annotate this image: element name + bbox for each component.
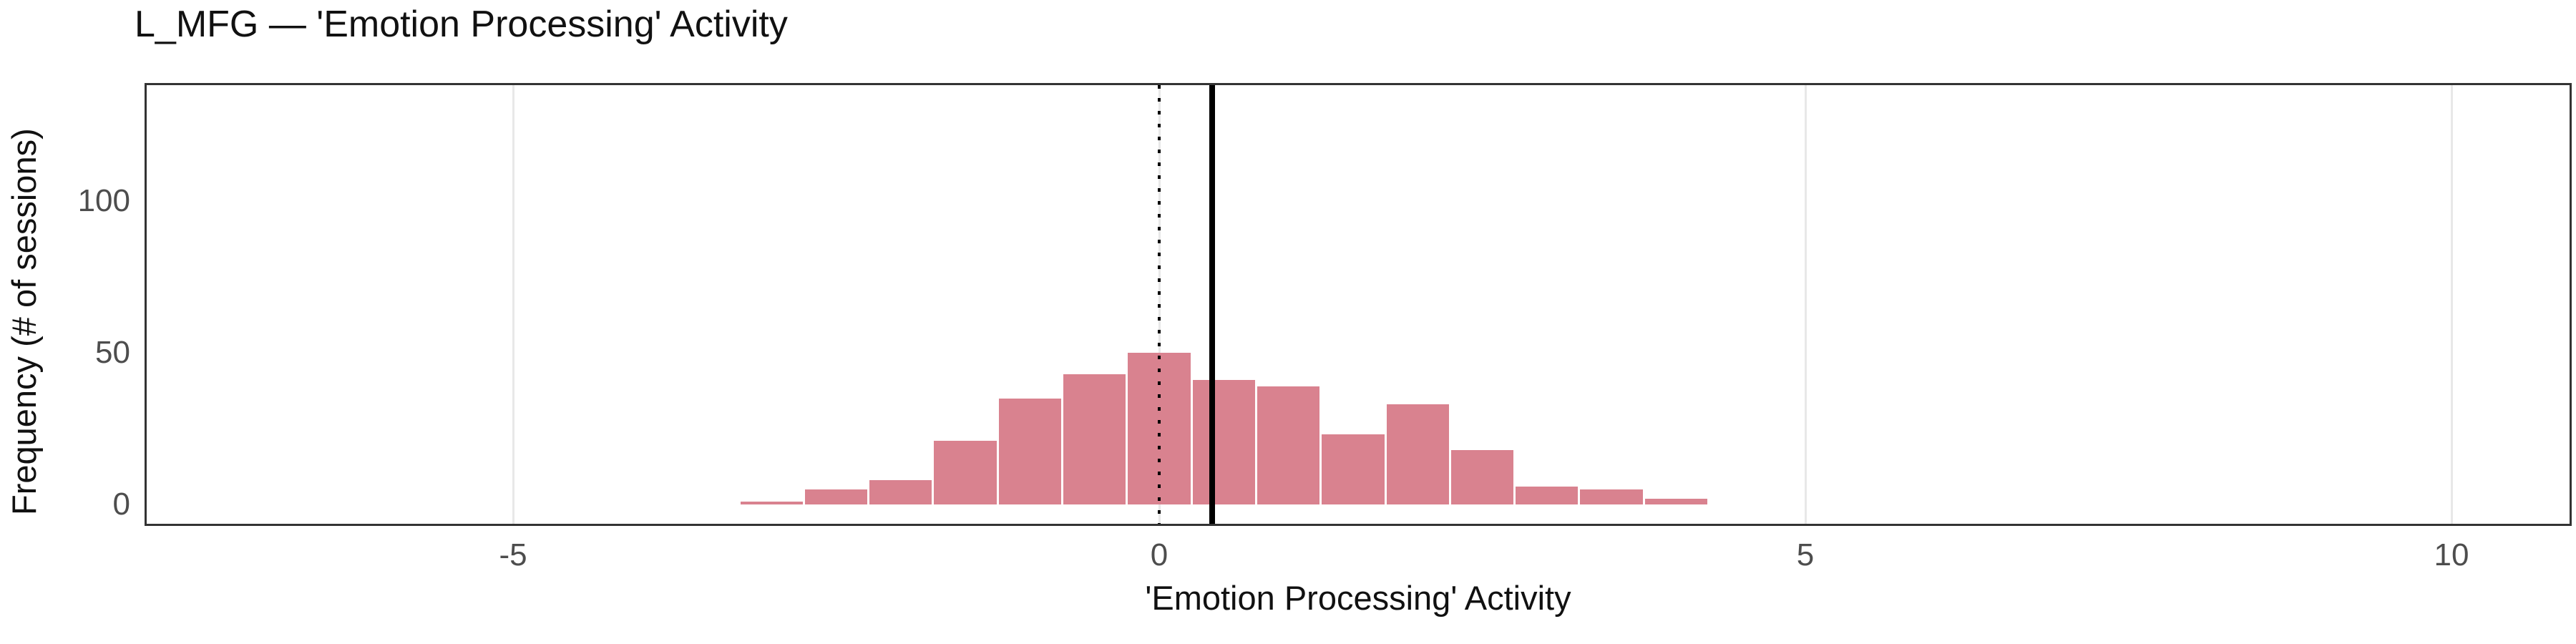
x-gridline	[1804, 85, 1807, 524]
mean-solid-line	[1209, 85, 1216, 524]
y-tick-label: 0	[112, 487, 130, 522]
histogram-bar	[1322, 434, 1385, 504]
x-tick-label: 5	[1796, 537, 1815, 572]
histogram-bar	[998, 398, 1062, 504]
histogram-bar	[869, 480, 932, 504]
x-gridline	[512, 85, 514, 524]
zero-dotted-line	[1158, 85, 1161, 524]
x-tick-label: 10	[2434, 537, 2469, 572]
y-axis-label: Frequency (# of sessions)	[5, 128, 43, 516]
histogram-bar	[1644, 498, 1708, 504]
histogram-bar	[1192, 380, 1255, 504]
x-tick-label: -5	[499, 537, 527, 572]
histogram-bar	[804, 489, 868, 504]
histogram-bar	[740, 501, 803, 504]
histogram-bar	[1516, 486, 1579, 504]
histogram-bar	[1257, 386, 1320, 504]
x-axis-label: 'Emotion Processing' Activity	[1145, 579, 1571, 617]
histogram-bar	[934, 440, 997, 504]
histogram-bar	[1580, 489, 1643, 504]
chart-title: L_MFG — 'Emotion Processing' Activity	[135, 4, 788, 45]
histogram-bar	[1450, 449, 1514, 504]
histogram-bar	[1063, 374, 1126, 504]
y-tick-label: 50	[95, 335, 130, 370]
x-tick-label: 0	[1150, 537, 1169, 572]
histogram-bar	[1386, 404, 1449, 504]
y-tick-label: 100	[77, 183, 130, 218]
x-gridline	[2450, 85, 2453, 524]
